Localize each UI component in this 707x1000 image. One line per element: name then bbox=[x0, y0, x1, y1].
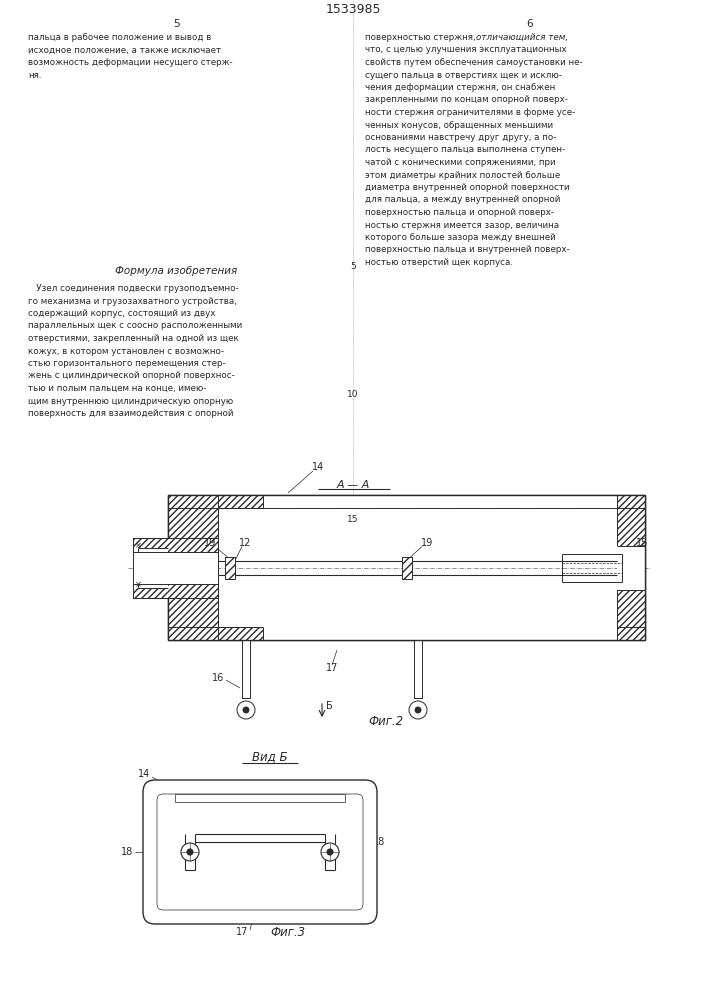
Text: диаметра внутренней опорной поверхности: диаметра внутренней опорной поверхности bbox=[365, 183, 570, 192]
Circle shape bbox=[409, 701, 427, 719]
Bar bbox=[263, 627, 617, 640]
Text: 15: 15 bbox=[636, 538, 648, 548]
Text: 14: 14 bbox=[312, 462, 324, 472]
Circle shape bbox=[237, 701, 255, 719]
Bar bbox=[168, 550, 218, 585]
Text: свойств путем обеспечения самоустановки не-: свойств путем обеспечения самоустановки … bbox=[365, 58, 583, 67]
Text: лость несущего пальца выполнена ступен-: лость несущего пальца выполнена ступен- bbox=[365, 145, 565, 154]
Text: Вид Б: Вид Б bbox=[252, 750, 288, 763]
Circle shape bbox=[415, 707, 421, 713]
Bar bbox=[168, 627, 645, 640]
Text: стью горизонтального перемещения стер-: стью горизонтального перемещения стер- bbox=[28, 359, 226, 368]
Text: поверхностью стержня,: поверхностью стержня, bbox=[365, 33, 479, 42]
Text: 18: 18 bbox=[373, 837, 385, 847]
Text: этом диаметры крайних полостей больше: этом диаметры крайних полостей больше bbox=[365, 170, 560, 180]
Text: ня.: ня. bbox=[28, 70, 42, 80]
Text: 19: 19 bbox=[421, 538, 433, 548]
Text: поверхностью пальца и внутренней поверх-: поверхностью пальца и внутренней поверх- bbox=[365, 245, 570, 254]
Text: которого больше зазора между внешней: которого больше зазора между внешней bbox=[365, 233, 556, 242]
FancyBboxPatch shape bbox=[143, 780, 377, 924]
Text: ностью стержня имеется зазор, величина: ностью стержня имеется зазор, величина bbox=[365, 221, 559, 230]
Bar bbox=[168, 495, 218, 640]
Text: тью и полым пальцем на конце, имею-: тью и полым пальцем на конце, имею- bbox=[28, 384, 206, 393]
Text: щим внутреннюю цилиндрическую опорную: щим внутреннюю цилиндрическую опорную bbox=[28, 396, 233, 406]
Text: 14: 14 bbox=[138, 769, 150, 779]
Text: 6: 6 bbox=[527, 19, 533, 29]
Bar bbox=[133, 548, 168, 587]
Text: Фиг.3: Фиг.3 bbox=[270, 926, 305, 938]
Text: Узел соединения подвески грузоподъемно-: Узел соединения подвески грузоподъемно- bbox=[28, 284, 239, 293]
Bar bbox=[168, 495, 645, 508]
Text: 17: 17 bbox=[235, 927, 248, 937]
Text: Б: Б bbox=[326, 701, 333, 711]
Bar bbox=[617, 495, 645, 640]
Circle shape bbox=[181, 843, 199, 861]
Circle shape bbox=[321, 843, 339, 861]
Text: возможность деформации несущего стерж-: возможность деформации несущего стерж- bbox=[28, 58, 233, 67]
Text: параллельных щек с соосно расположенными: параллельных щек с соосно расположенными bbox=[28, 322, 243, 330]
Circle shape bbox=[327, 849, 333, 855]
Text: 1533985: 1533985 bbox=[325, 3, 381, 16]
Text: го механизма и грузозахватного устройства,: го механизма и грузозахватного устройств… bbox=[28, 296, 237, 306]
Text: чения деформации стержня, он снабжен: чения деформации стержня, он снабжен bbox=[365, 83, 555, 92]
Bar bbox=[617, 546, 645, 589]
Text: отличающийся тем,: отличающийся тем, bbox=[476, 33, 568, 42]
Text: исходное положение, а также исключает: исходное положение, а также исключает bbox=[28, 45, 221, 54]
Text: 19: 19 bbox=[204, 538, 216, 548]
Text: Фиг.2: Фиг.2 bbox=[368, 715, 404, 728]
Text: содержащий корпус, состоящий из двух: содержащий корпус, состоящий из двух bbox=[28, 309, 216, 318]
Bar bbox=[402, 556, 412, 578]
Text: сущего пальца в отверстиях щек и исклю-: сущего пальца в отверстиях щек и исклю- bbox=[365, 70, 562, 80]
Text: для пальца, а между внутренней опорной: для пальца, а между внутренней опорной bbox=[365, 196, 561, 205]
Bar bbox=[133, 552, 218, 584]
Text: 5: 5 bbox=[350, 262, 356, 271]
Text: поверхность для взаимодействия с опорной: поверхность для взаимодействия с опорной bbox=[28, 409, 233, 418]
Bar bbox=[242, 640, 250, 698]
Text: кожух, в котором установлен с возможно-: кожух, в котором установлен с возможно- bbox=[28, 347, 224, 356]
Text: что, с целью улучшения эксплуатационных: что, с целью улучшения эксплуатационных bbox=[365, 45, 566, 54]
Text: 17: 17 bbox=[326, 663, 338, 673]
Circle shape bbox=[187, 849, 193, 855]
Text: 5: 5 bbox=[173, 19, 180, 29]
Text: чатой с коническими сопряжениями, при: чатой с коническими сопряжениями, при bbox=[365, 158, 556, 167]
Text: 15: 15 bbox=[347, 515, 358, 524]
Text: 10: 10 bbox=[347, 390, 358, 399]
Text: ×: × bbox=[134, 580, 141, 589]
Circle shape bbox=[243, 707, 249, 713]
Text: ностью отверстий щек корпуса.: ностью отверстий щек корпуса. bbox=[365, 258, 513, 267]
Text: 12: 12 bbox=[239, 538, 251, 548]
Text: закрепленными по концам опорной поверх-: закрепленными по концам опорной поверх- bbox=[365, 96, 568, 104]
Text: 18: 18 bbox=[121, 847, 133, 857]
Text: 16: 16 bbox=[212, 673, 224, 683]
Text: ченных конусов, обращенных меньшими: ченных конусов, обращенных меньшими bbox=[365, 120, 553, 129]
Text: жень с цилиндрической опорной поверхнос-: жень с цилиндрической опорной поверхнос- bbox=[28, 371, 235, 380]
Text: пальца в рабочее положение и вывод в: пальца в рабочее положение и вывод в bbox=[28, 33, 211, 42]
Text: отверстиями, закрепленный на одной из щек: отверстиями, закрепленный на одной из ще… bbox=[28, 334, 239, 343]
Text: ности стержня ограничителями в форме усе-: ности стержня ограничителями в форме усе… bbox=[365, 108, 575, 117]
Text: поверхностью пальца и опорной поверх-: поверхностью пальца и опорной поверх- bbox=[365, 208, 554, 217]
Text: ×: × bbox=[134, 542, 141, 550]
Bar bbox=[133, 538, 218, 597]
Bar bbox=[263, 495, 617, 508]
Text: Формула изобретения: Формула изобретения bbox=[115, 266, 237, 276]
Bar bbox=[225, 556, 235, 578]
Text: А — А: А — А bbox=[337, 480, 370, 490]
Text: основаниями навстречу друг другу, а по-: основаниями навстречу друг другу, а по- bbox=[365, 133, 556, 142]
Bar bbox=[175, 794, 345, 802]
Bar bbox=[414, 640, 422, 698]
